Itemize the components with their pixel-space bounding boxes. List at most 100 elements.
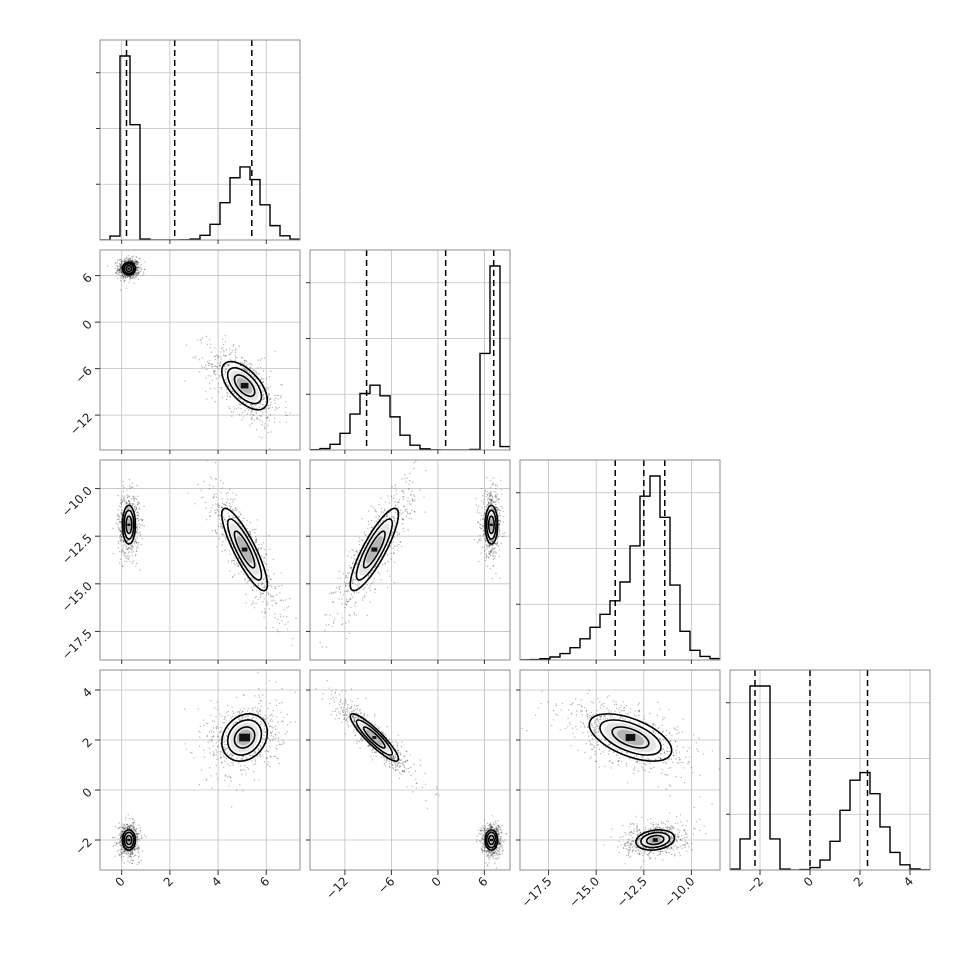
sample-point [405,515,408,518]
sample-point [141,837,143,839]
sample-point [380,579,382,581]
sample-point [354,605,356,607]
sample-point [354,557,356,560]
sample-point [386,515,388,518]
sample-point [121,830,124,832]
sample-point [214,512,216,514]
sample-point [348,600,350,602]
contour-0-2 [121,261,137,276]
sample-point [419,489,421,491]
density-peak [127,267,131,270]
sample-point [213,355,215,358]
sample-point [124,260,126,263]
sample-point [129,276,132,278]
sample-point [388,502,390,504]
sample-point [275,733,277,735]
sample-point [354,559,356,561]
sample-point [227,512,229,514]
sample-point [128,260,130,262]
sample-point [238,522,240,525]
sample-point [332,622,335,625]
sample-point [394,511,397,514]
sample-point [121,860,123,862]
sample-point [238,414,241,416]
sample-point [342,572,344,575]
sample-point [138,838,140,840]
sample-point [235,507,237,509]
sample-point [119,839,121,842]
sample-point [137,502,139,504]
sample-point [207,364,210,367]
sample-point [282,743,285,745]
sample-point [394,504,397,507]
sample-point [215,754,217,756]
sample-point [134,509,137,511]
sample-point [348,565,351,567]
histogram-0 [100,55,300,240]
sample-point [214,462,217,464]
sample-point [114,844,116,847]
sample-point [353,592,355,594]
sample-point [492,554,494,556]
sample-point [117,494,119,497]
sample-point [136,562,138,565]
sample-point [347,555,349,557]
sample-point [220,730,222,732]
sample-point [127,827,129,829]
sample-point [249,521,251,524]
sample-point [123,828,125,831]
sample-point [281,701,283,704]
sample-point [139,531,141,534]
sample-point [225,523,228,525]
sample-point [142,518,144,521]
sample-point [220,358,222,360]
sample-point [495,506,497,509]
sample-point [479,512,481,514]
sample-point [135,273,138,275]
sample-point [208,515,211,517]
sample-point [117,842,119,844]
sample-point [118,269,121,272]
sample-point [403,505,405,508]
sample-point [233,562,235,564]
sample-point [210,351,213,353]
sample-point [218,538,220,540]
sample-point [355,551,358,553]
sample-point [393,581,396,584]
sample-point [291,644,293,646]
sample-point [129,275,131,278]
sample-point [499,515,501,517]
sample-point [125,557,127,559]
sample-point [392,541,394,543]
sample-point [376,563,378,565]
sample-point [120,259,122,261]
sample-point [132,859,134,862]
sample-point [275,704,278,707]
sample-point [498,515,500,517]
sample-point [137,273,139,275]
sample-point [490,500,492,502]
sample-point [275,397,277,400]
sample-point [241,367,244,369]
sample-point [212,372,215,374]
sample-point [209,515,211,518]
sample-point [255,371,257,373]
sample-point [500,542,502,544]
sample-point [221,502,224,505]
sample-point [289,597,291,600]
sample-point [131,260,133,263]
sample-point [267,601,269,603]
sample-point [137,835,139,838]
sample-point [210,699,212,702]
sample-point [244,716,246,718]
sample-point [241,418,243,421]
sample-point [256,589,258,592]
sample-point [332,592,335,594]
sample-point [244,579,246,581]
sample-point [132,826,134,828]
sample-point [267,431,269,434]
sample-point [480,514,483,517]
sample-point [120,268,122,270]
sample-point [495,543,497,546]
sample-point [129,259,131,262]
